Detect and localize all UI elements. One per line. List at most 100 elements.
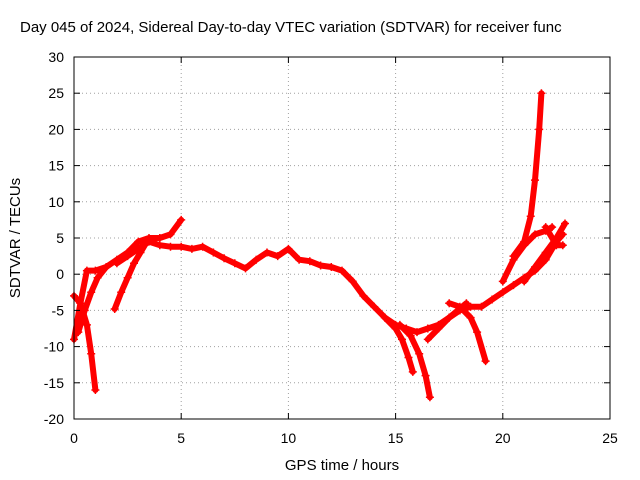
data-point (209, 248, 218, 257)
data-point (130, 259, 138, 268)
data-point (198, 242, 207, 251)
data-point (110, 305, 119, 313)
y-tick-label: 20 (48, 121, 64, 137)
x-tick-label: 10 (281, 430, 297, 446)
series-group (380, 313, 417, 376)
data-point (117, 288, 126, 297)
y-tick-label: 0 (56, 266, 64, 282)
data-point (252, 255, 261, 264)
data-point (531, 176, 539, 185)
x-tick-label: 15 (388, 430, 404, 446)
data-point (488, 295, 497, 304)
data-point (316, 261, 325, 270)
data-point (445, 299, 454, 308)
y-tick-label: 30 (48, 49, 64, 65)
data-point (398, 335, 406, 344)
data-point (434, 324, 443, 333)
data-point (520, 277, 529, 286)
data-point (526, 212, 535, 221)
data-point (498, 288, 507, 297)
series-group (110, 237, 151, 313)
data-point (166, 230, 175, 239)
data-point (136, 248, 145, 257)
data-point (421, 371, 430, 380)
series-group (112, 230, 567, 337)
series-line (424, 300, 470, 343)
data-series (70, 89, 569, 402)
series-line (111, 238, 150, 312)
y-axis-label: SDTVAR / TECUs (7, 178, 24, 298)
data-point (87, 288, 96, 297)
data-point (466, 302, 475, 311)
data-point (531, 263, 539, 271)
data-point (305, 257, 314, 266)
data-point (509, 255, 518, 264)
data-point (155, 241, 164, 250)
series-group (395, 320, 434, 402)
data-point (82, 266, 91, 275)
data-point (359, 291, 368, 300)
data-point (241, 264, 250, 273)
y-tick-label: -15 (44, 375, 64, 391)
data-point (462, 299, 471, 308)
data-point (541, 248, 550, 257)
data-point (380, 313, 389, 322)
data-point (558, 241, 567, 250)
data-point (561, 219, 569, 228)
series-line (396, 321, 433, 401)
data-point (102, 263, 111, 271)
data-point (338, 266, 346, 275)
x-tick-label: 25 (602, 430, 618, 446)
data-point (423, 324, 432, 333)
data-point (327, 263, 336, 271)
y-tick-label: -20 (44, 411, 64, 427)
data-point (423, 335, 432, 344)
data-point (531, 230, 539, 239)
x-tick-label: 0 (70, 430, 78, 446)
data-point (395, 320, 404, 329)
y-tick-label: -10 (44, 339, 64, 355)
data-point (91, 266, 100, 275)
data-point (273, 252, 282, 261)
data-point (415, 349, 424, 358)
data-point (535, 125, 544, 134)
series-group (74, 263, 111, 337)
data-point (263, 248, 271, 257)
y-tick-label: 10 (48, 194, 64, 210)
data-point (295, 255, 304, 264)
data-point (177, 215, 186, 224)
data-point (425, 393, 434, 402)
data-point (348, 277, 357, 286)
y-tick-label: 5 (56, 230, 64, 246)
series-group (520, 219, 569, 286)
data-point (477, 302, 486, 311)
data-point (187, 244, 196, 253)
data-point (93, 273, 102, 282)
series-group (423, 299, 471, 344)
data-point (87, 349, 96, 358)
data-point (445, 313, 454, 322)
y-tick-label: -5 (52, 302, 65, 318)
data-point (520, 241, 529, 250)
data-point (142, 237, 151, 246)
data-point (498, 277, 507, 286)
data-point (220, 254, 229, 263)
data-point (370, 302, 379, 311)
x-tick-label: 20 (495, 430, 511, 446)
data-point (74, 328, 83, 337)
data-point (166, 242, 175, 251)
data-point (391, 324, 400, 333)
data-point (177, 242, 186, 251)
data-point (509, 281, 518, 290)
data-point (76, 299, 85, 308)
y-tick-label: 15 (48, 158, 64, 174)
x-axis-label: GPS time / hours (285, 457, 399, 474)
data-point (537, 89, 546, 98)
data-point (466, 313, 475, 322)
data-point (91, 386, 100, 394)
x-tick-label: 5 (177, 430, 185, 446)
data-point (404, 353, 413, 362)
data-point (481, 357, 490, 366)
chart-title: Day 045 of 2024, Sidereal Day-to-day VTE… (20, 19, 562, 36)
